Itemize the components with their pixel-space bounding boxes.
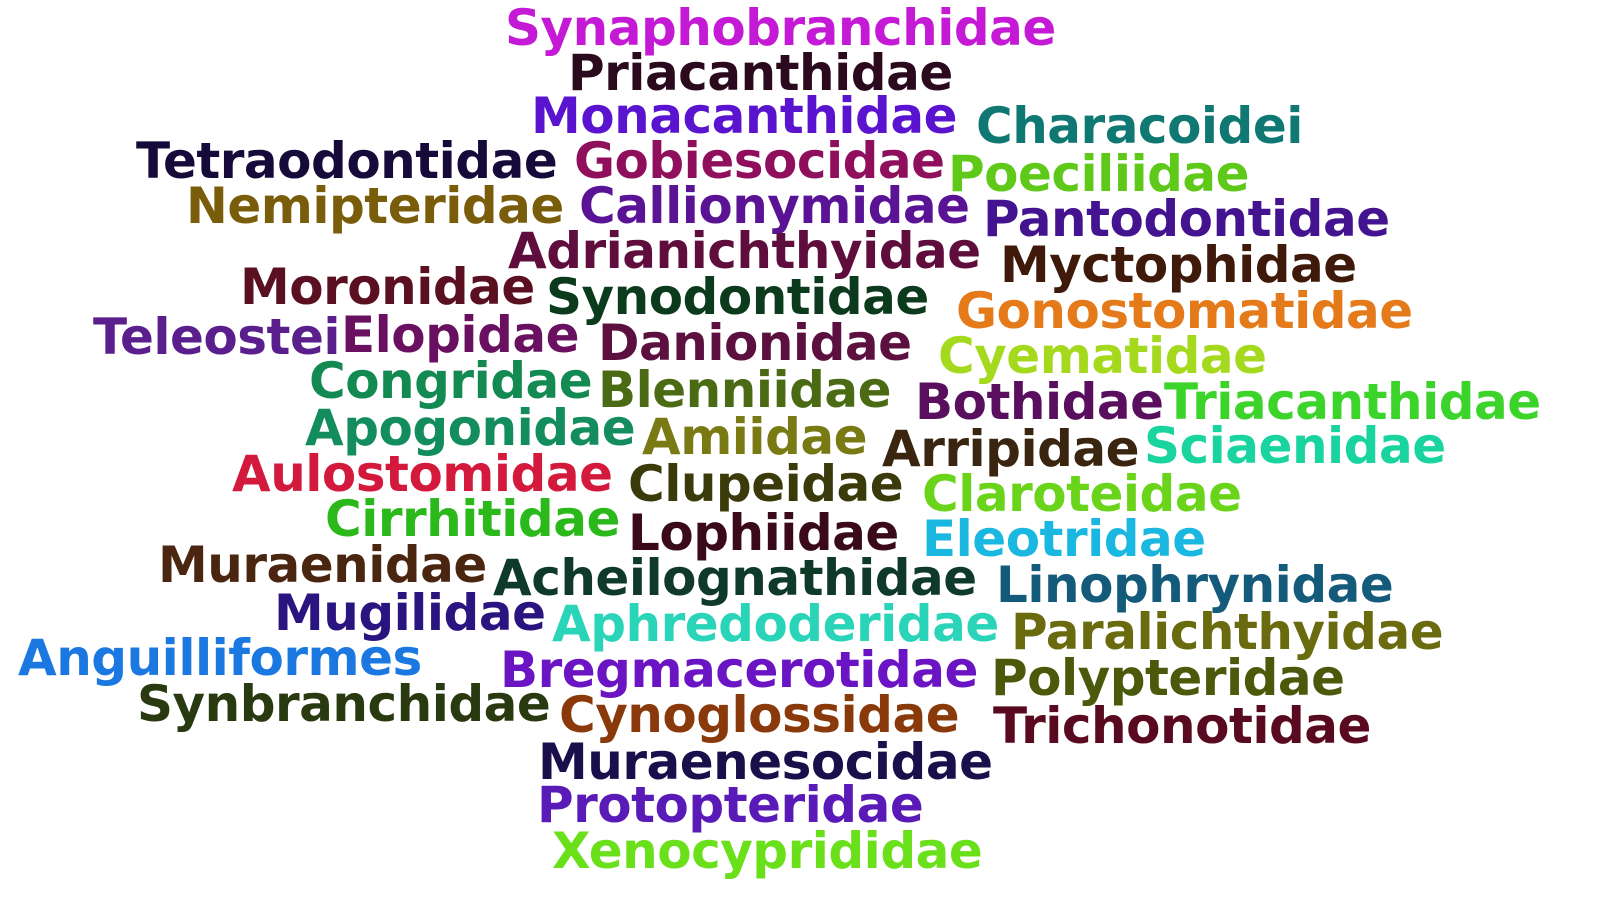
word-polypteridae: Polypteridae — [991, 649, 1345, 707]
word-congridae: Congridae — [309, 352, 593, 410]
word-monacanthidae: Monacanthidae — [531, 87, 958, 145]
word-teleostei: Teleostei — [93, 308, 341, 366]
word-eleotridae: Eleotridae — [922, 510, 1206, 568]
word-tetraodontidae: Tetraodontidae — [136, 132, 558, 190]
word-xenocyprididae: Xenocyprididae — [552, 822, 983, 880]
word-poeciliidae: Poeciliidae — [948, 145, 1250, 203]
word-clupeidae: Clupeidae — [628, 455, 904, 513]
word-danionidae: Danionidae — [598, 314, 912, 372]
word-aulostomidae: Aulostomidae — [232, 445, 613, 503]
word-cirrhitidae: Cirrhitidae — [325, 490, 620, 548]
word-adrianichthyidae: Adrianichthyidae — [508, 222, 981, 280]
word-muraenesocidae: Muraenesocidae — [538, 733, 993, 791]
word-arripidae: Arripidae — [882, 420, 1140, 478]
word-mugilidae: Mugilidae — [274, 584, 546, 642]
word-synodontidae: Synodontidae — [546, 268, 929, 326]
word-callionymidae: Callionymidae — [579, 177, 970, 235]
word-amiidae: Amiidae — [642, 408, 868, 466]
word-cynoglossidae: Cynoglossidae — [559, 686, 960, 744]
word-bregmacerotidae: Bregmacerotidae — [500, 641, 978, 699]
word-gonostomatidae: Gonostomatidae — [956, 282, 1413, 340]
word-paralichthyidae: Paralichthyidae — [1011, 603, 1444, 661]
word-sciaenidae: Sciaenidae — [1144, 417, 1446, 475]
word-myctophidae: Myctophidae — [1000, 236, 1357, 294]
word-cyematidae: Cyematidae — [938, 327, 1267, 385]
word-nemipteridae: Nemipteridae — [186, 177, 564, 235]
word-elopidae: Elopidae — [341, 306, 580, 364]
word-moronidae: Moronidae — [240, 258, 535, 316]
word-trichonotidae: Trichonotidae — [993, 697, 1371, 755]
word-synbranchidae: Synbranchidae — [137, 675, 551, 733]
word-protopteridae: Protopteridae — [537, 776, 924, 834]
word-synaphobranchidae: Synaphobranchidae — [505, 0, 1056, 57]
word-muraenidae: Muraenidae — [158, 536, 487, 594]
word-linophrynidae: Linophrynidae — [996, 556, 1394, 614]
word-pantodontidae: Pantodontidae — [983, 190, 1390, 248]
word-acheilognathidae: Acheilognathidae — [493, 549, 977, 607]
word-characoidei: Characoidei — [976, 97, 1303, 155]
word-anguilliformes: Anguilliformes — [18, 629, 422, 687]
word-claroteidae: Claroteidae — [922, 465, 1242, 523]
word-aphredoderidae: Aphredoderidae — [552, 595, 999, 653]
word-priacanthidae: Priacanthidae — [568, 44, 953, 102]
word-triacanthidae: Triacanthidae — [1164, 373, 1541, 431]
word-apogonidae: Apogonidae — [305, 399, 636, 457]
word-bothidae: Bothidae — [915, 373, 1164, 431]
word-blenniidae: Blenniidae — [598, 361, 892, 419]
word-lophiidae: Lophiidae — [628, 504, 899, 562]
word-gobiesocidae: Gobiesocidae — [574, 132, 945, 190]
